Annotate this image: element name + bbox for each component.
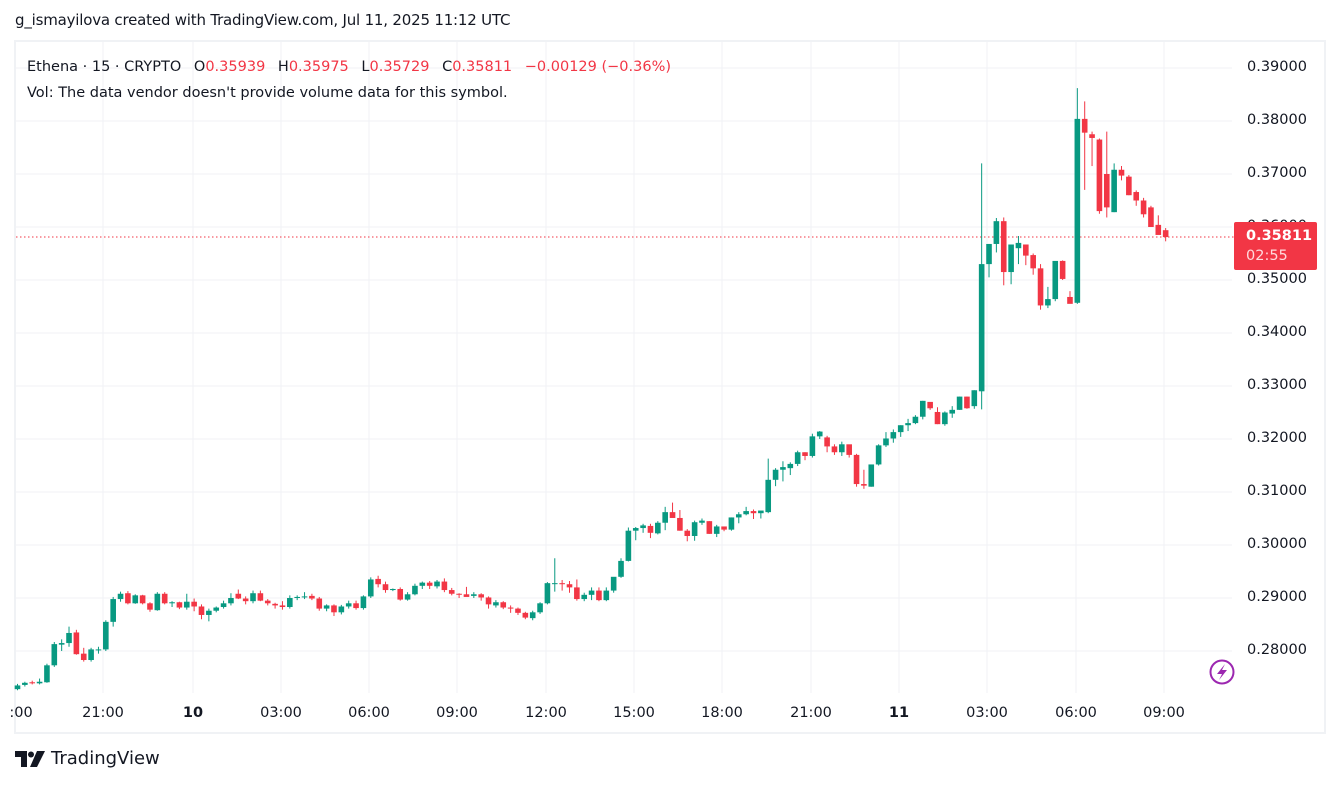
time-tick-label: 09:00 — [436, 705, 478, 721]
open-label: O — [193, 59, 206, 75]
time-tick-label: 15:00 — [613, 705, 655, 721]
time-tick-label: 18:00 — [701, 705, 743, 721]
price-tick-label: 0.29000 — [1247, 589, 1307, 605]
time-tick-label: 21:00 — [790, 705, 832, 721]
chart-frame — [14, 40, 1326, 734]
lightning-bolt-icon[interactable] — [1207, 657, 1237, 687]
bar-countdown: 02:55 — [1246, 248, 1288, 264]
footer-brand: TradingView — [15, 748, 160, 769]
chart-legend: Ethena · 15 · CRYPTO O0.35939 H0.35975 L… — [27, 54, 671, 106]
time-tick-label: 09:00 — [1143, 705, 1185, 721]
brand-name: TradingView — [51, 748, 160, 769]
price-tick-label: 0.28000 — [1247, 642, 1307, 658]
close-value: 0.35811 — [452, 59, 513, 75]
low-value: 0.35729 — [369, 59, 430, 75]
time-tick-label: 10 — [182, 705, 204, 721]
price-tick-label: 0.34000 — [1247, 324, 1307, 340]
time-tick-label: 03:00 — [966, 705, 1008, 721]
open-value: 0.35939 — [205, 59, 266, 75]
price-tick-label: 0.37000 — [1247, 165, 1307, 181]
price-tick-label: 0.31000 — [1247, 483, 1307, 499]
price-tick-label: 0.33000 — [1247, 377, 1307, 393]
price-tick-label: 0.38000 — [1247, 112, 1307, 128]
change-value: −0.00129 (−0.36%) — [524, 59, 672, 75]
high-label: H — [277, 59, 289, 75]
attribution-text: g_ismayilova created with TradingView.co… — [15, 11, 511, 29]
close-label: C — [442, 59, 453, 75]
time-tick-label: 11 — [888, 705, 910, 721]
time-tick-label: 06:00 — [1055, 705, 1097, 721]
high-value: 0.35975 — [288, 59, 349, 75]
price-tick-label: 0.30000 — [1247, 536, 1307, 552]
last-price-tag: 0.35811 02:55 — [1234, 222, 1317, 270]
price-tick-label: 0.32000 — [1247, 430, 1307, 446]
ohlc-row: Ethena · 15 · CRYPTO O0.35939 H0.35975 L… — [27, 54, 671, 80]
time-tick-label: 06:00 — [348, 705, 390, 721]
grid-lines — [16, 42, 1232, 693]
candlestick-series — [14, 88, 1169, 691]
time-tick-label: 12:00 — [525, 705, 567, 721]
symbol-label[interactable]: Ethena · 15 · CRYPTO — [27, 59, 182, 75]
tradingview-logo-icon — [15, 750, 45, 767]
time-tick-label: 03:00 — [260, 705, 302, 721]
volume-note: Vol: The data vendor doesn't provide vol… — [27, 85, 508, 101]
time-tick-label: :00 — [9, 705, 33, 721]
time-tick-label: 21:00 — [82, 705, 124, 721]
price-tick-label: 0.35000 — [1247, 271, 1307, 287]
low-label: L — [361, 59, 370, 75]
price-tick-label: 0.39000 — [1247, 59, 1307, 75]
last-price-value: 0.35811 — [1246, 228, 1313, 244]
